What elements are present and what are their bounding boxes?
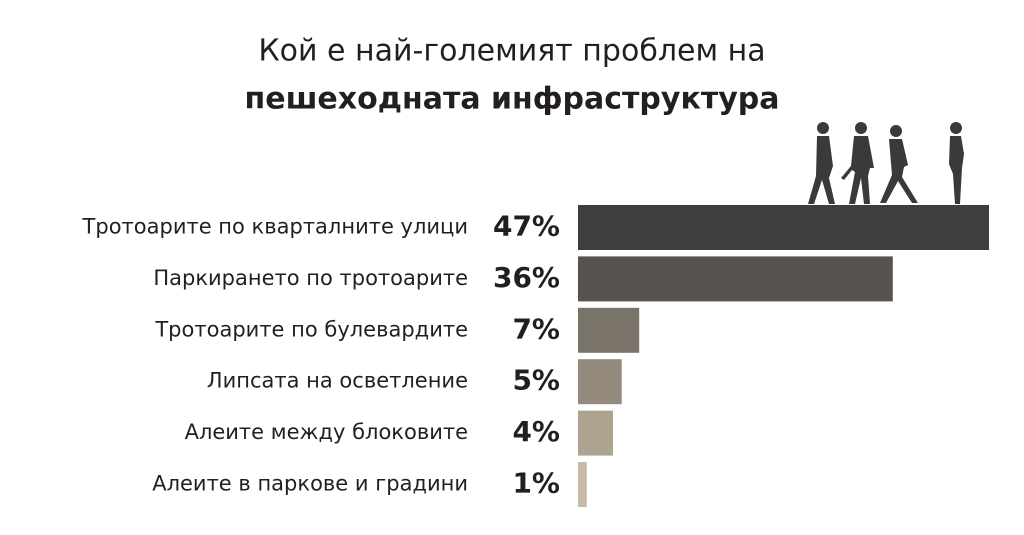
- value-label: 36%: [493, 261, 560, 294]
- value-label: 1%: [512, 467, 560, 500]
- category-label: Липсата на осветление: [207, 369, 468, 393]
- value-label: 4%: [512, 415, 560, 448]
- silhouettes: [808, 122, 964, 204]
- bar: [578, 359, 622, 405]
- value-label: 47%: [493, 210, 560, 243]
- category-label: Тротоарите по кварталните улици: [82, 215, 468, 239]
- bar: [578, 256, 893, 302]
- category-label: Тротоарите по булевардите: [154, 317, 468, 341]
- bar: [578, 307, 640, 353]
- value-label: 7%: [512, 312, 560, 345]
- category-label: Алеите в паркове и градини: [152, 472, 468, 496]
- category-label: Алеите между блоковите: [185, 420, 468, 444]
- bar: [578, 462, 587, 507]
- category-label: Паркирането по тротоарите: [153, 266, 468, 290]
- value-label: 5%: [512, 364, 560, 397]
- chart-title: пешеходната инфраструктура: [245, 82, 780, 117]
- bar: [578, 205, 989, 250]
- chart-title: Кой е най-големият проблем на: [258, 34, 765, 69]
- bar: [578, 410, 613, 456]
